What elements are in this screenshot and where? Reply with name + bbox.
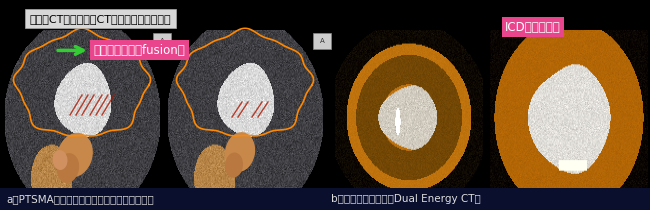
Text: これらを融合（fusion）: これらを融合（fusion） [94,44,186,57]
Text: a：PTSMA症例における中隔枝をそれぞれ作成: a：PTSMA症例における中隔枝をそれぞれ作成 [6,194,154,204]
Text: ICD植え込み後: ICD植え込み後 [505,21,561,34]
Ellipse shape [57,133,93,177]
FancyBboxPatch shape [0,188,650,210]
Text: A: A [160,38,164,44]
Ellipse shape [53,150,68,170]
FancyBboxPatch shape [153,33,171,49]
Text: A: A [320,38,324,44]
FancyBboxPatch shape [313,33,331,49]
Text: 冠動脈CT画像と心筋CT画像をそれぞれ作成: 冠動脈CT画像と心筋CT画像をそれぞれ作成 [30,14,172,24]
Text: b：焼灼部位の確認（Dual Energy CT）: b：焼灼部位の確認（Dual Energy CT） [332,194,481,204]
Ellipse shape [57,153,79,183]
Ellipse shape [225,152,243,177]
Ellipse shape [225,132,255,172]
